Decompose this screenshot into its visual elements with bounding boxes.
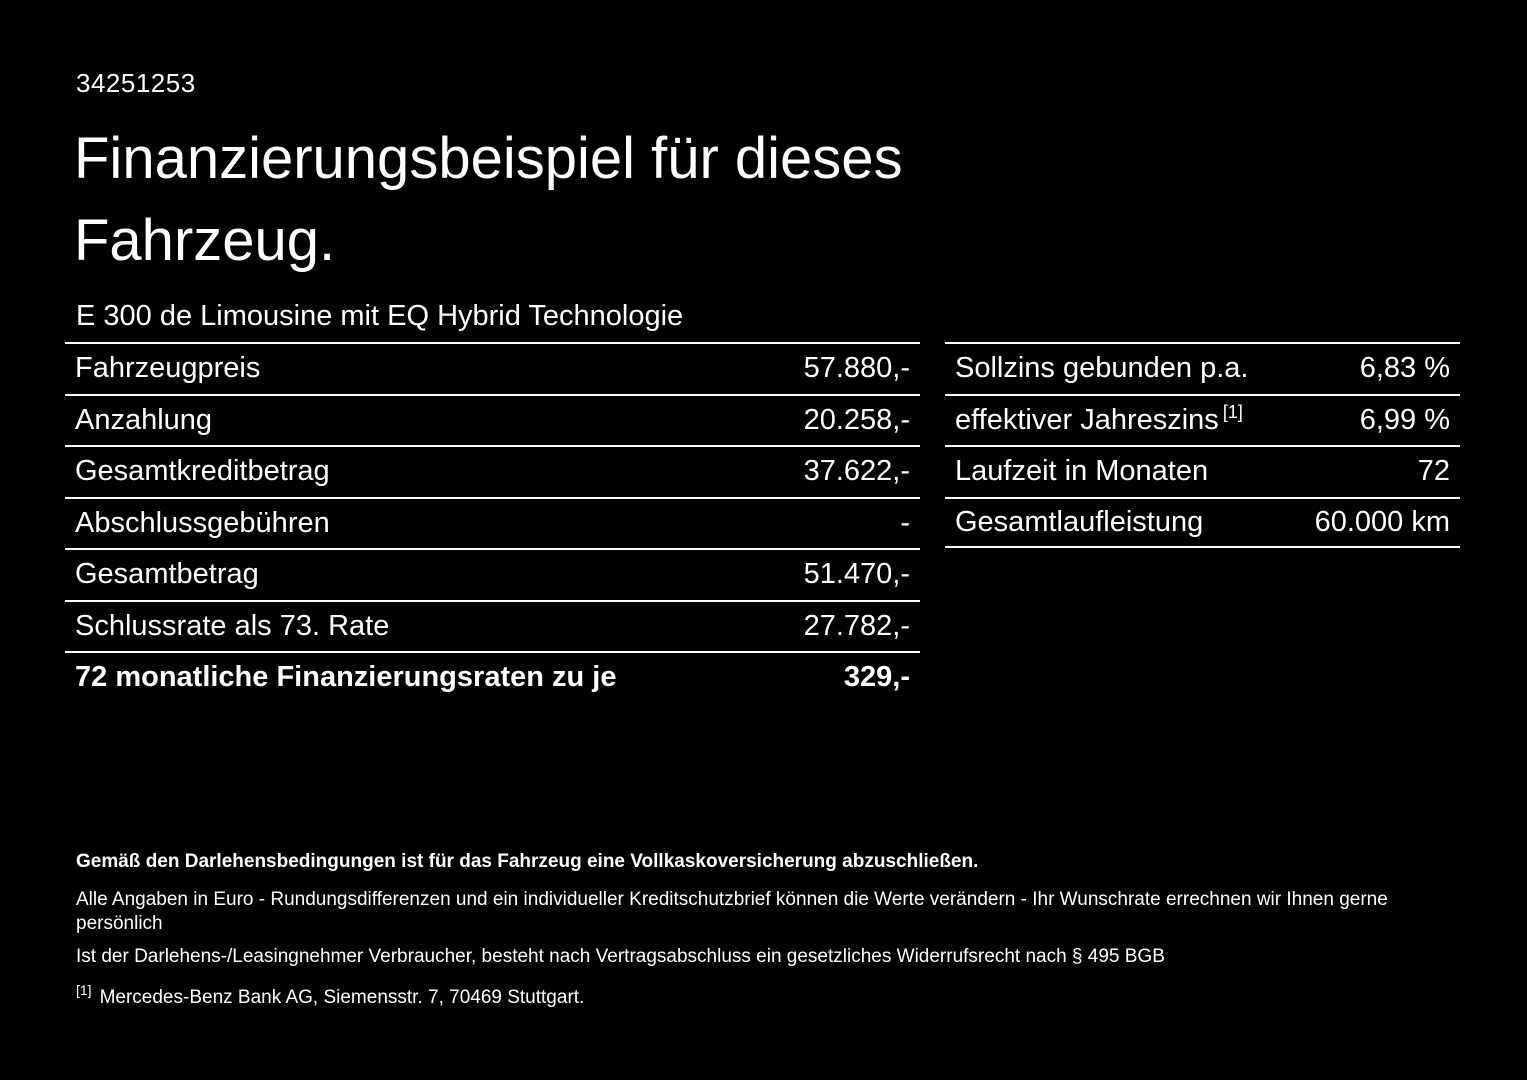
row-value: 6,83 %	[1359, 352, 1450, 385]
footnote-marker: [1]	[76, 982, 92, 999]
row-label: Abschlussgebühren	[75, 506, 330, 539]
table-row-schlussrate: Schlussrate als 73. Rate 27.782,-	[65, 599, 920, 652]
finance-table-right: Sollzins gebunden p.a. 6,83 % effektiver…	[945, 342, 1460, 548]
table-row-gesamtkreditbetrag: Gesamtkreditbetrag 37.622,-	[65, 445, 920, 497]
table-row-sollzins: Sollzins gebunden p.a. 6,83 %	[945, 342, 1460, 394]
table-row-monatsrate: 72 monatliche Finanzierungsraten zu je 3…	[65, 651, 920, 703]
row-value: 6,99 %	[1359, 403, 1450, 436]
euro-note: Alle Angaben in Euro - Rundungsdifferenz…	[76, 888, 1388, 935]
row-label: Anzahlung	[75, 403, 213, 436]
row-label: Sollzins gebunden p.a.	[955, 352, 1249, 385]
row-label: Gesamtlaufleistung	[955, 505, 1204, 538]
table-row-fahrzeugpreis: Fahrzeugpreis 57.880,-	[65, 342, 920, 394]
row-value: 20.258,-	[803, 403, 910, 436]
row-value: 72	[1417, 455, 1450, 488]
finance-table-left: Fahrzeugpreis 57.880,- Anzahlung 20.258,…	[65, 342, 920, 703]
table-row-gesamtlaufleistung: Gesamtlaufleistung 60.000 km	[945, 496, 1460, 548]
row-label: effektiver Jahreszins [1]	[955, 402, 1243, 436]
row-label: 72 monatliche Finanzierungsraten zu je	[75, 661, 617, 694]
row-value: 329,-	[843, 661, 910, 694]
legal-footer: Gemäß den Darlehensbedingungen ist für d…	[76, 850, 1456, 1010]
bank-footnote: [1] Mercedes-Benz Bank AG, Siemensstr. 7,…	[76, 983, 1456, 1011]
row-label: Gesamtkreditbetrag	[75, 455, 330, 488]
table-row-abschlussgebuehren: Abschlussgebühren -	[65, 496, 920, 549]
row-value: 37.622,-	[803, 455, 910, 488]
row-label: Gesamtbetrag	[75, 558, 259, 591]
table-row-anzahlung: Anzahlung 20.258,-	[65, 393, 920, 446]
footnote-marker: [1]	[1222, 402, 1243, 423]
withdrawal-note: Ist der Darlehens-/Leasingnehmer Verbrau…	[76, 946, 1165, 968]
table-row-gesamtbetrag: Gesamtbetrag 51.470,-	[65, 548, 920, 600]
row-label: Schlussrate als 73. Rate	[75, 609, 390, 642]
row-value: 57.880,-	[803, 352, 910, 385]
row-label: Laufzeit in Monaten	[955, 455, 1209, 488]
row-label: Fahrzeugpreis	[75, 352, 261, 385]
insurance-note: Gemäß den Darlehensbedingungen ist für d…	[76, 851, 979, 872]
vehicle-model: E 300 de Limousine mit EQ Hybrid Technol…	[76, 300, 684, 332]
row-value: 27.782,-	[803, 609, 910, 642]
page-title: Finanzierungsbeispiel für dieses Fahrzeu…	[74, 126, 903, 274]
footnote-text: Mercedes-Benz Bank AG, Siemensstr. 7, 70…	[99, 986, 585, 1008]
row-value: -	[900, 506, 910, 539]
table-row-laufzeit: Laufzeit in Monaten 72	[945, 445, 1460, 497]
row-value: 60.000 km	[1314, 505, 1450, 538]
vehicle-id: 34251253	[76, 68, 196, 98]
table-row-effektiver-jahreszins: effektiver Jahreszins [1] 6,99 %	[945, 393, 1460, 446]
row-value: 51.470,-	[803, 558, 910, 591]
